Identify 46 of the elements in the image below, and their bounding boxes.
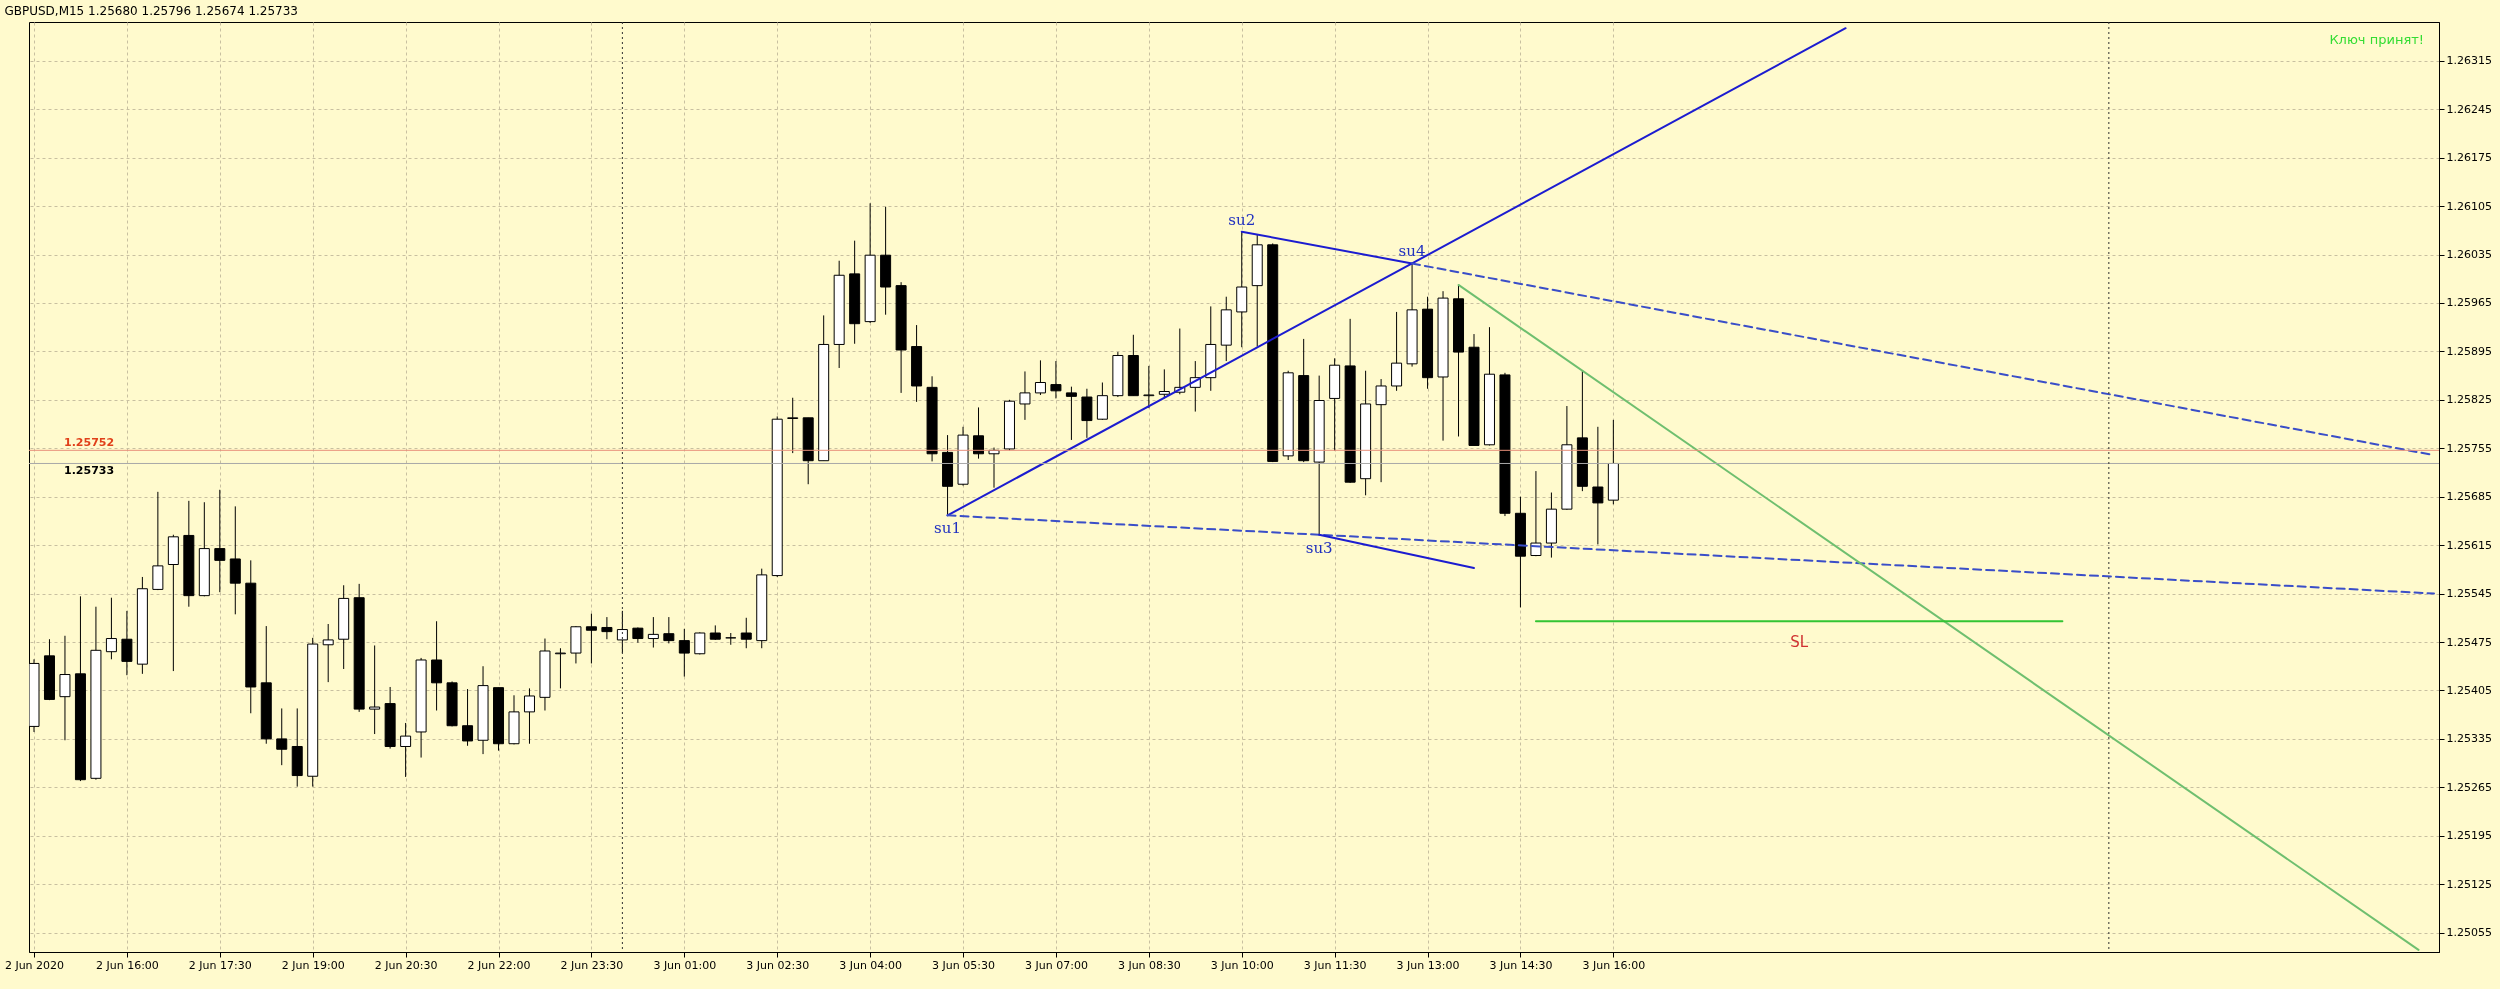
y-tick-label: 1.25195 [2446, 829, 2492, 843]
y-tick-label: 1.26315 [2446, 54, 2492, 68]
y-tick-label: 1.25265 [2446, 780, 2492, 794]
x-tick-label: 2 Jun 22:00 [467, 958, 531, 972]
annotation: Ключ принят! [2329, 32, 2424, 47]
x-tick-label: 3 Jun 13:00 [1396, 958, 1460, 972]
annotation: su4 [1398, 242, 1426, 261]
x-tick-label: 3 Jun 11:30 [1303, 958, 1367, 972]
y-tick-label: 1.25125 [2446, 877, 2492, 891]
x-tick-label: 3 Jun 04:00 [839, 958, 903, 972]
annotation: su3 [1305, 538, 1333, 557]
y-tick-label: 1.25965 [2446, 296, 2492, 310]
x-tick-label: 3 Jun 02:30 [746, 958, 810, 972]
chart-title: GBPUSD,M15 1.25680 1.25796 1.25674 1.25733 [4, 3, 299, 18]
x-tick-label: 2 Jun 20:30 [374, 958, 438, 972]
ref-line-label: 1.25733 [64, 464, 115, 478]
y-tick-label: 1.25755 [2446, 441, 2492, 455]
y-tick-label: 1.25405 [2446, 683, 2492, 697]
y-tick-label: 1.26105 [2446, 199, 2492, 213]
y-tick-label: 1.25475 [2446, 635, 2492, 649]
x-tick-label: 3 Jun 16:00 [1582, 958, 1646, 972]
y-tick-label: 1.26175 [2446, 151, 2492, 165]
x-tick-label: 3 Jun 10:00 [1210, 958, 1274, 972]
x-tick-label: 2 Jun 16:00 [95, 958, 159, 972]
y-tick-label: 1.26035 [2446, 248, 2492, 261]
y-tick-label: 1.25825 [2446, 393, 2492, 407]
y-tick-label: 1.25545 [2446, 587, 2492, 601]
x-tick-label: 2 Jun 17:30 [188, 958, 252, 972]
x-tick-label: 3 Jun 14:30 [1489, 958, 1553, 972]
y-tick-label: 1.25335 [2446, 732, 2492, 746]
y-tick-label: 1.26245 [2446, 102, 2492, 116]
y-tick-label: 1.25055 [2446, 926, 2492, 940]
y-tick-label: 1.25615 [2446, 538, 2492, 552]
annotation: su2 [1228, 210, 1256, 229]
x-tick-label: 2 Jun 19:00 [281, 958, 345, 972]
x-tick-label: 3 Jun 01:00 [653, 958, 717, 972]
ref-line-label: 1.25752 [64, 436, 115, 450]
annotation: SL [1790, 633, 1809, 652]
x-tick-label: 3 Jun 08:30 [1117, 958, 1181, 972]
y-tick-label: 1.25685 [2446, 490, 2492, 504]
x-tick-label: 3 Jun 07:00 [1024, 958, 1088, 972]
y-tick-label: 1.25895 [2446, 344, 2492, 358]
x-tick-label: 2 Jun 23:30 [560, 958, 624, 972]
x-tick-label: 2 Jun 2020 [4, 958, 65, 972]
annotation: su1 [934, 519, 961, 538]
x-tick-label: 3 Jun 05:30 [932, 958, 995, 972]
